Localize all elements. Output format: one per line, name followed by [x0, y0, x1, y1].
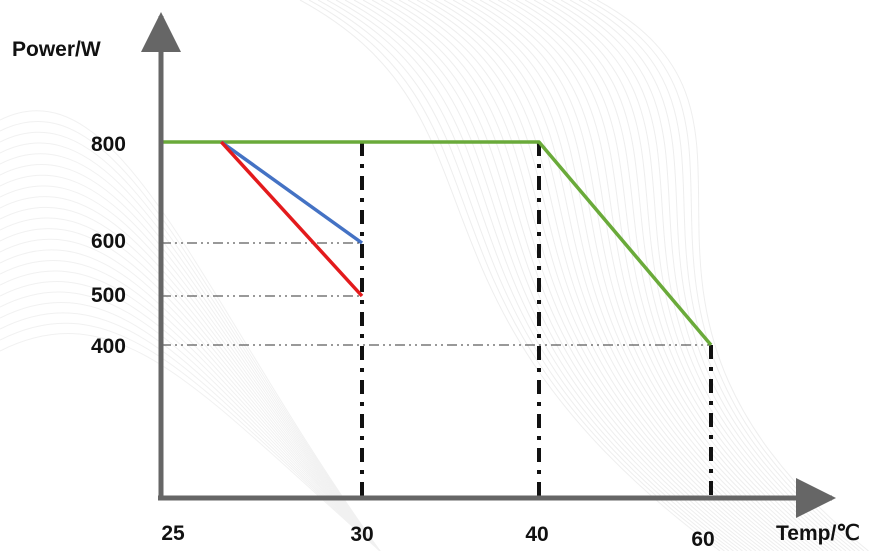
background-wave-pattern [0, 0, 869, 551]
x-axis-label: Temp/℃ [776, 522, 860, 545]
background-wave-line [470, 0, 806, 551]
series-line [220, 140, 364, 245]
background-wave-line [479, 0, 811, 551]
background-wave-line [533, 0, 838, 551]
background-wave-line [587, 0, 865, 551]
background-wave-line [497, 0, 820, 551]
background-wave-line [317, 0, 730, 551]
background-wave-line [443, 0, 793, 551]
background-wave-line [452, 0, 797, 551]
background-wave-line [434, 0, 788, 551]
background-wave-line [0, 322, 381, 551]
background-wave-line [416, 0, 779, 551]
background-wave-line [0, 185, 381, 551]
y-axis-label: Power/W [12, 38, 101, 61]
y-tick-label: 600 [91, 230, 126, 253]
background-wave-line [0, 291, 381, 551]
background-wave-line [0, 249, 381, 551]
x-tick-label: 30 [350, 523, 373, 546]
background-wave-line [299, 0, 721, 551]
background-wave-line [0, 142, 381, 551]
background-wave-line [578, 0, 860, 551]
series-line [220, 140, 364, 298]
background-wave-line [0, 301, 381, 551]
background-wave-line [344, 0, 743, 551]
background-wave-line [398, 0, 770, 551]
series-lines [161, 140, 713, 347]
background-wave-line [0, 312, 381, 551]
y-tick-label: 500 [91, 284, 126, 307]
background-wave-line [380, 0, 761, 551]
background-wave-line [0, 228, 381, 551]
background-wave-line [515, 0, 829, 551]
background-wave-line [353, 0, 748, 551]
background-wave-line [425, 0, 784, 551]
background-wave-line [560, 0, 851, 551]
background-wave-line [0, 333, 381, 551]
background-wave-line [407, 0, 775, 551]
background-wave-line [308, 0, 725, 551]
tick-labels: 25 30 40 60 800 600 500 400 [91, 133, 715, 551]
background-wave-line [461, 0, 802, 551]
background-wave-line [596, 0, 869, 551]
background-wave-line [0, 270, 381, 551]
background-wave-line [389, 0, 766, 551]
background-wave-line [488, 0, 815, 551]
x-tick-label: 25 [161, 522, 185, 545]
x-tick-label: 60 [691, 528, 714, 551]
background-wave-line [371, 0, 757, 551]
background-wave-line [0, 110, 381, 551]
background-wave-line [524, 0, 833, 551]
background-wave-line [0, 217, 381, 551]
background-wave-line [0, 153, 381, 551]
background-wave-line [0, 206, 381, 551]
y-tick-label: 800 [91, 133, 126, 156]
reference-lines [161, 142, 713, 498]
background-wave-line [0, 174, 381, 551]
background-wave-line [326, 0, 734, 551]
background-wave-line [569, 0, 856, 551]
x-tick-label: 40 [525, 523, 548, 546]
background-wave-line [0, 164, 381, 551]
background-wave-line [506, 0, 824, 551]
background-wave-line [335, 0, 739, 551]
y-tick-label: 400 [91, 335, 126, 358]
background-wave-line [551, 0, 847, 551]
background-wave-line [0, 260, 381, 551]
background-wave-line [0, 196, 381, 551]
background-wave-line [0, 238, 381, 551]
background-wave-line [0, 131, 381, 551]
background-wave-line [362, 0, 752, 551]
background-wave-line [542, 0, 842, 551]
background-wave-line [0, 120, 381, 551]
series-line [161, 140, 713, 347]
background-wave-line [0, 281, 381, 551]
